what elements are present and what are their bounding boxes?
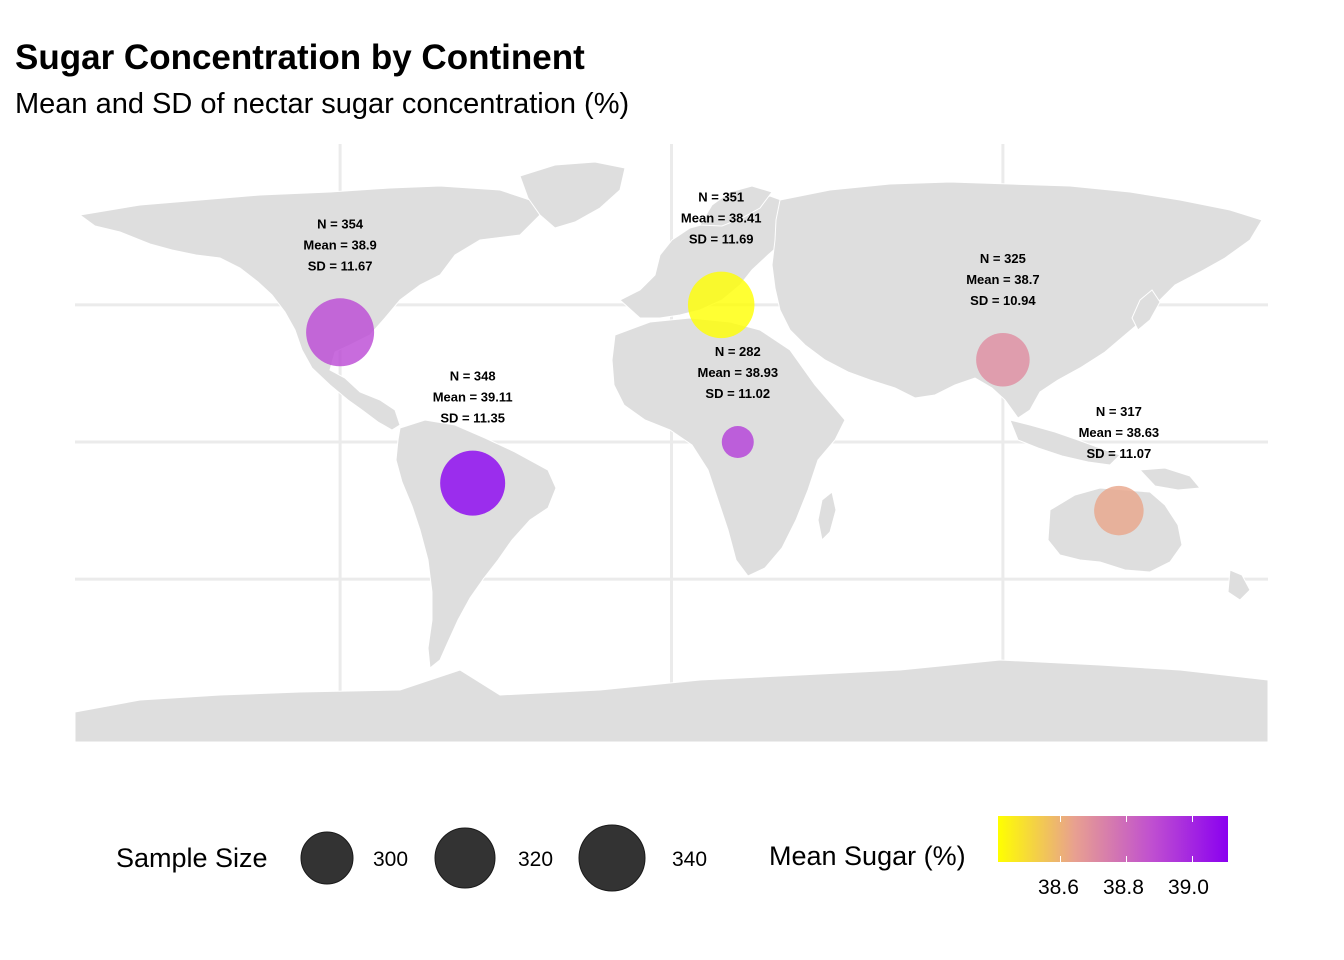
color-legend-label-39-0: 39.0 bbox=[1168, 876, 1209, 899]
point-5 bbox=[1094, 485, 1144, 536]
color-legend-tick-1-0 bbox=[1126, 816, 1128, 822]
size-legend-title: Sample Size bbox=[116, 843, 268, 873]
chart-title: Sugar Concentration by Continent bbox=[15, 38, 585, 77]
point-0-n-label: N = 354 bbox=[317, 216, 364, 231]
land-south-america bbox=[395, 419, 557, 669]
size-legend-key-340 bbox=[578, 824, 646, 892]
land-greenland bbox=[519, 161, 626, 229]
chart-subtitle: Mean and SD of nectar sugar concentratio… bbox=[15, 88, 630, 120]
point-0-mean-label: Mean = 38.9 bbox=[303, 237, 376, 252]
size-legend-key-320 bbox=[434, 827, 496, 889]
point-3-n-label: N = 282 bbox=[715, 344, 761, 359]
point-3-mean-label: Mean = 38.93 bbox=[697, 365, 778, 380]
land-japan bbox=[1131, 289, 1161, 331]
land-scandinavia bbox=[699, 185, 773, 227]
point-4 bbox=[976, 332, 1030, 387]
point-3 bbox=[721, 426, 754, 458]
size-legend-label-320: 320 bbox=[518, 848, 554, 871]
land-asia bbox=[771, 181, 1263, 419]
point-5-mean-label: Mean = 38.63 bbox=[1079, 425, 1160, 440]
point-5-sd-label: SD = 11.07 bbox=[1087, 446, 1152, 461]
color-legend-tick-0-1 bbox=[1060, 856, 1062, 862]
point-5-n-label: N = 317 bbox=[1096, 404, 1142, 419]
point-4-n-label: N = 325 bbox=[980, 251, 1026, 266]
point-2 bbox=[687, 271, 755, 339]
point-3-sd-label: SD = 11.02 bbox=[705, 386, 770, 401]
color-legend-tick-0-0 bbox=[1060, 816, 1062, 822]
color-legend-tick-1-1 bbox=[1126, 856, 1128, 862]
point-1-mean-label: Mean = 39.11 bbox=[433, 390, 513, 405]
land-madagascar bbox=[817, 491, 837, 542]
data-points bbox=[306, 271, 1144, 536]
land-new-zealand bbox=[1227, 569, 1251, 601]
color-legend-tick-2-1 bbox=[1191, 856, 1193, 862]
size-legend-label-340: 340 bbox=[672, 848, 708, 871]
land-southeast-asia bbox=[1009, 419, 1121, 466]
size-legend-key-300 bbox=[300, 831, 354, 885]
color-legend-bar bbox=[998, 816, 1228, 862]
point-2-n-label: N = 351 bbox=[698, 190, 744, 205]
point-4-sd-label: SD = 10.94 bbox=[970, 293, 1036, 308]
point-0 bbox=[306, 298, 375, 367]
point-4-mean-label: Mean = 38.7 bbox=[966, 272, 1039, 287]
color-legend-tick-2-0 bbox=[1191, 816, 1193, 822]
point-labels: N = 354 Mean = 38.9 SD = 11.67 N = 348 Mean … bbox=[303, 190, 1159, 461]
size-legend-label-300: 300 bbox=[373, 848, 409, 871]
color-legend-title: Mean Sugar (%) bbox=[769, 841, 966, 871]
land-north-america bbox=[78, 185, 541, 431]
point-1-n-label: N = 348 bbox=[450, 369, 496, 384]
land-antarctica bbox=[74, 659, 1269, 743]
color-legend-label-38-8: 38.8 bbox=[1103, 876, 1144, 899]
point-1-sd-label: SD = 11.35 bbox=[440, 411, 505, 426]
land-new-guinea bbox=[1138, 467, 1201, 491]
point-0-sd-label: SD = 11.67 bbox=[308, 258, 373, 273]
size-legend-keys bbox=[300, 824, 646, 892]
color-legend-label-38-6: 38.6 bbox=[1038, 876, 1079, 899]
point-1 bbox=[440, 450, 506, 516]
point-2-mean-label: Mean = 38.41 bbox=[681, 211, 762, 226]
point-2-sd-label: SD = 11.69 bbox=[689, 232, 754, 247]
